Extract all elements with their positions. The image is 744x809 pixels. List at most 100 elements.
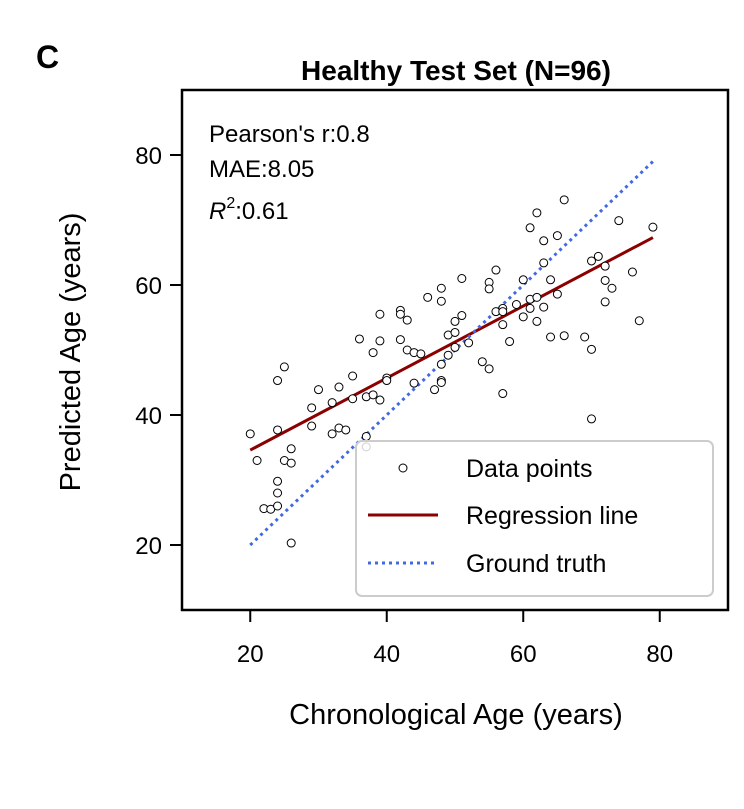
stats-annotation: Pearson's r:0.8 MAE:8.05 R2:0.61 [209,121,370,225]
data-point [477,357,487,367]
stat-r2-sup: 2 [226,195,235,212]
data-point [600,275,610,285]
data-point [539,302,549,312]
legend-marker-data-points [398,463,408,473]
data-point [648,222,658,232]
data-point [552,231,562,241]
data-point [457,274,467,283]
data-point [375,395,385,405]
data-point [436,359,446,369]
data-point [450,342,460,352]
stat-pearson: Pearson's r:0.8 [209,121,370,148]
data-point [327,429,337,439]
data-point [436,283,446,293]
data-point [341,425,351,435]
data-point [600,297,610,307]
y-tick-label: 40 [135,403,162,430]
data-point [368,348,378,358]
x-tick-label: 80 [646,641,673,668]
x-axis: 20 40 60 80 [237,610,673,668]
data-point [607,283,617,293]
data-point [286,458,296,468]
y-axis-label: Predicted Age (years) [55,213,87,492]
data-point [450,316,460,326]
data-point [354,334,364,344]
legend-box [355,440,714,597]
data-point [252,456,262,465]
data-point [457,311,467,321]
data-point [395,309,405,319]
data-point [532,316,542,326]
data-point [511,300,521,309]
plot-frame [180,88,730,612]
data-point [546,332,556,342]
data-point [614,216,624,226]
data-point [580,332,590,342]
legend-label-data-points: Data points [466,455,592,483]
data-point [532,292,542,302]
data-point [279,362,289,372]
data-point [525,303,535,313]
data-point [382,376,392,386]
data-point [307,421,317,431]
data-point [375,336,385,346]
data-point [593,251,603,261]
data-point [559,195,569,205]
data-point [484,364,494,374]
x-axis-label: Chronological Age (years) [289,699,623,731]
data-point [518,312,528,322]
x-tick-label: 60 [510,641,537,668]
data-point [539,258,549,268]
stat-r2-prefix: R [209,198,226,225]
data-point [484,284,494,294]
data-point [532,208,542,218]
data-point [348,371,358,381]
chart-title: Healthy Test Set (N=96) [301,55,611,86]
ground-truth-line [249,160,654,547]
data-point [375,309,385,319]
data-point [627,267,637,277]
data-point [361,431,371,441]
data-point [286,538,296,548]
stat-r2-value: :0.61 [235,198,288,225]
stat-r2: R2:0.61 [209,195,289,225]
data-point [273,488,283,498]
plot-area [245,160,658,548]
data-point [430,385,440,395]
y-tick-label: 20 [135,533,162,560]
y-tick-label: 80 [135,143,162,170]
data-point [273,376,283,386]
data-point [409,378,419,388]
data-point [443,350,453,360]
x-tick-label: 20 [237,641,264,668]
data-point [546,275,556,285]
stat-mae: MAE:8.05 [209,156,314,183]
data-point [245,429,255,439]
data-point [436,378,446,387]
data-point [314,385,323,395]
data-point [634,316,644,326]
data-point [498,320,508,330]
data-point [587,414,596,424]
x-tick-label: 40 [373,641,400,668]
data-point [436,296,446,306]
data-point [587,256,596,266]
data-point [498,389,508,399]
data-point [587,344,596,354]
y-axis: 20 40 60 80 [135,143,182,560]
data-point [552,289,562,299]
data-point [334,382,344,392]
data-point [505,337,515,347]
legend-label-regression-line: Regression line [466,502,638,530]
data-point [286,444,296,454]
data-point [273,476,283,486]
data-point [273,425,283,435]
data-point [498,307,508,317]
data-point [395,335,405,345]
data-point [464,338,474,348]
data-point [402,315,412,325]
data-point [273,501,283,511]
data-point [450,327,460,337]
data-point [518,275,528,285]
